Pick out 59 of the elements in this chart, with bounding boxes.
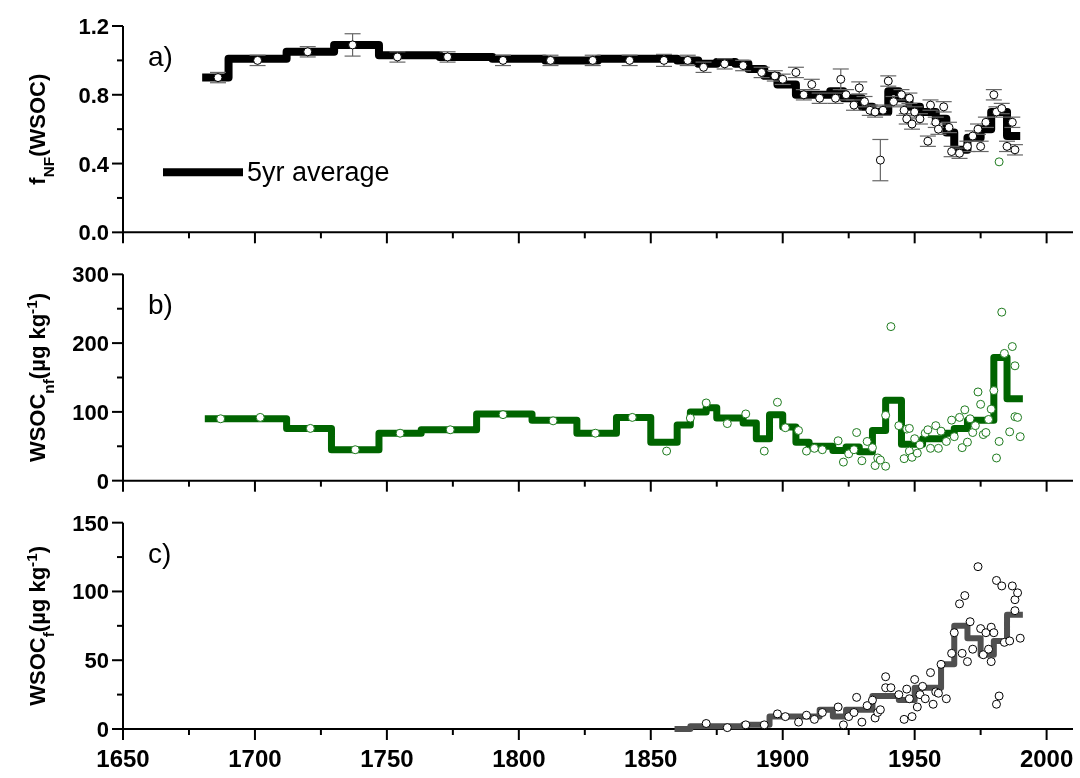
y-tick-label: 0.8 bbox=[78, 82, 109, 108]
x-tick-label: 1800 bbox=[492, 745, 546, 772]
point bbox=[896, 90, 906, 100]
y-tick-label: 1.2 bbox=[78, 14, 109, 39]
y-tick-label: 0 bbox=[96, 717, 109, 742]
y-tick-label: 0 bbox=[96, 468, 109, 494]
point bbox=[836, 74, 846, 84]
x-tick-label: 1850 bbox=[624, 745, 678, 772]
y-tick-label: 150 bbox=[72, 510, 109, 536]
point bbox=[883, 76, 893, 86]
y-tick-label: 50 bbox=[84, 648, 109, 674]
point bbox=[997, 104, 1007, 114]
x-tick-label: 2000 bbox=[1019, 745, 1074, 772]
point bbox=[854, 83, 864, 93]
y-tick-label: 100 bbox=[72, 579, 109, 605]
x-tick-label: 1950 bbox=[887, 745, 942, 772]
point bbox=[253, 55, 263, 65]
point bbox=[973, 124, 983, 134]
y-tick-label: 300 bbox=[72, 262, 109, 288]
annotation: a) bbox=[148, 41, 173, 72]
point bbox=[791, 67, 801, 77]
point bbox=[443, 52, 453, 62]
point bbox=[931, 117, 941, 127]
point bbox=[757, 67, 767, 77]
y-tick-label: 0.4 bbox=[78, 151, 110, 177]
y-tick-label: 0.0 bbox=[78, 220, 109, 246]
point bbox=[1010, 145, 1020, 155]
point bbox=[778, 74, 788, 84]
point bbox=[392, 52, 402, 62]
point bbox=[915, 114, 925, 124]
point bbox=[348, 40, 358, 50]
point bbox=[904, 93, 914, 103]
x-tick-label: 1650 bbox=[96, 745, 150, 772]
point bbox=[498, 55, 508, 65]
point bbox=[303, 47, 313, 57]
annotation: c) bbox=[148, 537, 172, 569]
x-tick-label: 1900 bbox=[756, 745, 810, 772]
legend-label: 5yr average bbox=[247, 157, 390, 188]
point bbox=[994, 157, 1004, 167]
point bbox=[875, 155, 885, 165]
point bbox=[1002, 141, 1012, 151]
point bbox=[770, 71, 780, 81]
point bbox=[989, 90, 999, 100]
point bbox=[939, 102, 949, 112]
annotation: b) bbox=[148, 289, 173, 321]
point bbox=[683, 55, 693, 65]
x-tick-label: 1700 bbox=[228, 745, 282, 772]
point bbox=[699, 62, 709, 72]
point bbox=[588, 55, 598, 65]
point bbox=[659, 55, 669, 65]
y-tick-label: 200 bbox=[72, 331, 109, 357]
point bbox=[625, 55, 635, 65]
point bbox=[1007, 117, 1017, 127]
x-tick-label: 1750 bbox=[360, 745, 414, 772]
point bbox=[213, 73, 223, 83]
point bbox=[720, 59, 730, 69]
point bbox=[738, 61, 748, 71]
point bbox=[815, 93, 825, 103]
y-tick-label: 100 bbox=[72, 399, 109, 425]
